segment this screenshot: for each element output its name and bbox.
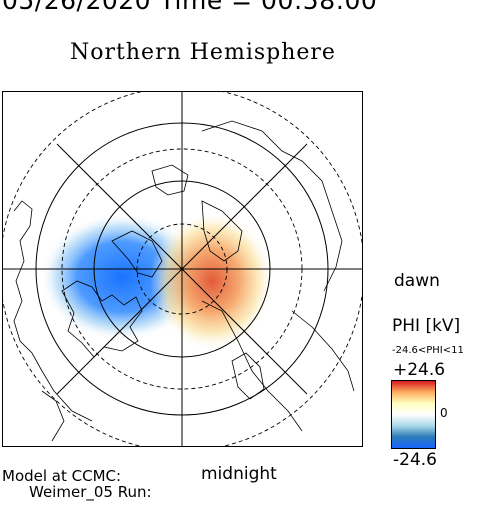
polar-potential-map [2, 91, 363, 447]
coastlines [13, 120, 355, 442]
midnight-label: midnight [201, 464, 277, 484]
colorbar-zero-label: 0 [440, 406, 448, 420]
colorbar-min-label: -24.6 [393, 450, 437, 470]
meridians [2, 91, 363, 447]
colorbar-title: PHI [kV] [392, 316, 461, 336]
colorbar-range: -24.6<PHI<11 [392, 345, 464, 356]
dawn-label: dawn [394, 271, 440, 291]
positive-potential-cell [150, 211, 274, 351]
date-time-header: 05/26/2020 Time = 00:58:00 [2, 0, 378, 15]
colorbar-max-label: +24.6 [393, 360, 446, 380]
model-at-ccmc: Model at CCMC: [2, 467, 122, 485]
plot-title: Northern Hemisphere [70, 40, 336, 65]
colorbar [391, 380, 436, 449]
model-run: Weimer_05 Run: [29, 483, 152, 501]
